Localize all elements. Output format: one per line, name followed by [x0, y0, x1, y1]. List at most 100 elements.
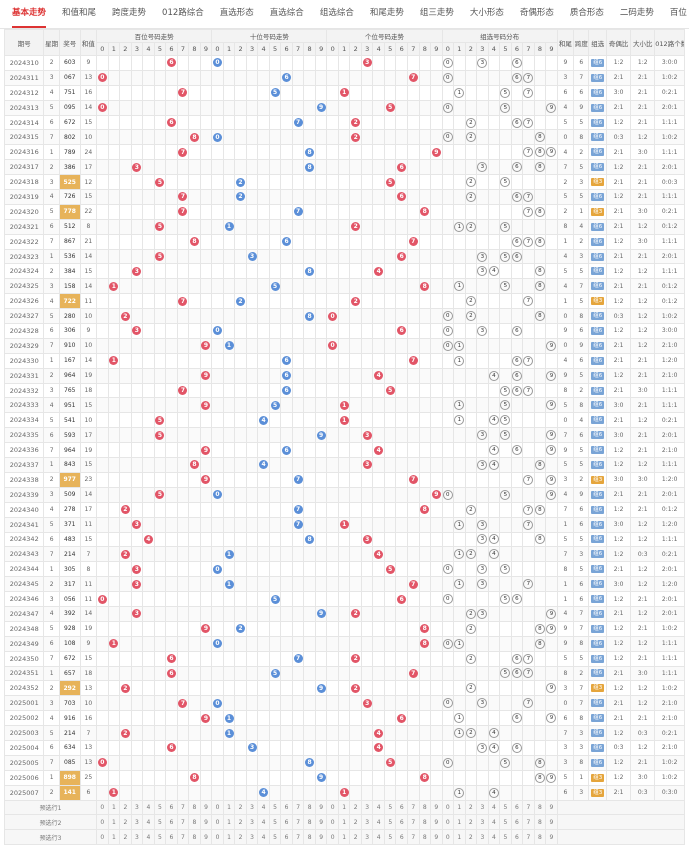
- preselect-digit[interactable]: 2: [349, 814, 362, 831]
- preselect-digit[interactable]: 2: [234, 829, 247, 845]
- preselect-digit[interactable]: 3: [360, 829, 374, 845]
- preselect-digit[interactable]: 0: [211, 799, 224, 816]
- preselect-digit[interactable]: 0: [211, 829, 224, 845]
- preselect-digit[interactable]: 1: [453, 814, 466, 831]
- preselect-digit[interactable]: 5: [268, 814, 282, 831]
- preselect-digit[interactable]: 8: [533, 814, 547, 831]
- preselect-digit[interactable]: 7: [407, 814, 420, 831]
- tab-1[interactable]: 和值和尾: [62, 8, 97, 18]
- preselect-digit[interactable]: 6: [510, 799, 524, 816]
- tab-2[interactable]: 跨度走势: [112, 8, 147, 18]
- preselect-digit[interactable]: 5: [153, 799, 167, 816]
- tab-4[interactable]: 直选形态: [219, 8, 254, 18]
- preselect-digit[interactable]: 3: [360, 799, 374, 816]
- preselect-digit[interactable]: 2: [119, 814, 132, 831]
- preselect-digit[interactable]: 7: [522, 814, 535, 831]
- preselect-digit[interactable]: 3: [245, 829, 259, 845]
- preselect-digit[interactable]: 6: [280, 799, 293, 816]
- preselect-digit[interactable]: 1: [453, 799, 466, 816]
- preselect-digit[interactable]: 9: [314, 814, 328, 831]
- preselect-digit[interactable]: 9: [545, 799, 558, 816]
- preselect-digit[interactable]: 7: [522, 829, 535, 845]
- preselect-digit[interactable]: 4: [257, 829, 270, 845]
- preselect-digit[interactable]: 0: [211, 814, 224, 831]
- preselect-digit[interactable]: 4: [257, 799, 270, 816]
- preselect-digit[interactable]: 7: [291, 814, 305, 831]
- preselect-digit[interactable]: 9: [199, 814, 213, 831]
- preselect-digit[interactable]: 1: [337, 829, 351, 845]
- preselect-digit[interactable]: 5: [268, 799, 282, 816]
- preselect-digit[interactable]: 8: [188, 829, 201, 845]
- preselect-digit[interactable]: 1: [107, 799, 121, 816]
- preselect-digit[interactable]: 5: [153, 814, 167, 831]
- preselect-digit[interactable]: 3: [476, 814, 489, 831]
- preselect-digit[interactable]: 2: [234, 799, 247, 816]
- tab-13[interactable]: 百位: [669, 8, 687, 18]
- preselect-digit[interactable]: 9: [199, 829, 213, 845]
- preselect-digit[interactable]: 6: [395, 799, 408, 816]
- preselect-digit[interactable]: 5: [268, 829, 282, 845]
- tab-12[interactable]: 二码走势: [619, 8, 654, 18]
- preselect-digit[interactable]: 1: [107, 829, 121, 845]
- preselect-digit[interactable]: 1: [222, 799, 236, 816]
- preselect-digit[interactable]: 7: [291, 799, 305, 816]
- preselect-digit[interactable]: 0: [441, 829, 455, 845]
- preselect-digit[interactable]: 4: [372, 829, 385, 845]
- preselect-digit[interactable]: 4: [487, 799, 501, 816]
- preselect-digit[interactable]: 9: [314, 799, 328, 816]
- preselect-digit[interactable]: 9: [430, 799, 443, 816]
- preselect-digit[interactable]: 1: [222, 814, 236, 831]
- tab-7[interactable]: 和尾走势: [369, 8, 404, 18]
- preselect-digit[interactable]: 2: [119, 799, 132, 816]
- preselect-digit[interactable]: 1: [107, 814, 121, 831]
- tab-6[interactable]: 组选综合: [319, 8, 354, 18]
- tab-10[interactable]: 奇偶形态: [519, 8, 554, 18]
- preselect-digit[interactable]: 8: [533, 799, 547, 816]
- preselect-digit[interactable]: 8: [418, 799, 432, 816]
- preselect-digit[interactable]: 3: [476, 829, 489, 845]
- preselect-digit[interactable]: 5: [383, 814, 397, 831]
- tab-9[interactable]: 大小形态: [469, 8, 504, 18]
- preselect-digit[interactable]: 0: [441, 799, 455, 816]
- preselect-digit[interactable]: 9: [430, 829, 443, 845]
- preselect-digit[interactable]: 0: [441, 814, 455, 831]
- preselect-digit[interactable]: 6: [280, 829, 293, 845]
- preselect-digit[interactable]: 9: [314, 829, 328, 845]
- preselect-digit[interactable]: 6: [510, 814, 524, 831]
- preselect-digit[interactable]: 8: [188, 814, 201, 831]
- preselect-digit[interactable]: 2: [464, 814, 478, 831]
- preselect-digit[interactable]: 5: [383, 799, 397, 816]
- tab-5[interactable]: 直选综合: [269, 8, 304, 18]
- preselect-digit[interactable]: 5: [499, 799, 512, 816]
- preselect-digit[interactable]: 5: [383, 829, 397, 845]
- preselect-digit[interactable]: 5: [499, 829, 512, 845]
- preselect-digit[interactable]: 3: [360, 814, 374, 831]
- tab-8[interactable]: 组三走势: [419, 8, 454, 18]
- preselect-digit[interactable]: 4: [142, 814, 155, 831]
- preselect-digit[interactable]: 3: [476, 799, 489, 816]
- preselect-digit[interactable]: 8: [533, 829, 547, 845]
- preselect-digit[interactable]: 8: [418, 814, 432, 831]
- preselect-digit[interactable]: 7: [407, 829, 420, 845]
- tab-3[interactable]: 012路综合: [162, 8, 204, 18]
- preselect-digit[interactable]: 8: [303, 829, 316, 845]
- preselect-digit[interactable]: 4: [372, 799, 385, 816]
- preselect-digit[interactable]: 6: [165, 814, 178, 831]
- preselect-digit[interactable]: 8: [188, 799, 201, 816]
- preselect-digit[interactable]: 8: [303, 814, 316, 831]
- preselect-digit[interactable]: 7: [522, 799, 535, 816]
- preselect-digit[interactable]: 2: [119, 829, 132, 845]
- preselect-digit[interactable]: 2: [464, 829, 478, 845]
- preselect-digit[interactable]: 4: [487, 829, 501, 845]
- preselect-digit[interactable]: 8: [418, 829, 432, 845]
- preselect-digit[interactable]: 3: [130, 814, 144, 831]
- preselect-digit[interactable]: 9: [199, 799, 213, 816]
- preselect-digit[interactable]: 6: [395, 829, 408, 845]
- preselect-digit[interactable]: 8: [303, 799, 316, 816]
- preselect-digit[interactable]: 6: [395, 814, 408, 831]
- preselect-digit[interactable]: 2: [349, 829, 362, 845]
- preselect-digit[interactable]: 0: [96, 814, 109, 831]
- preselect-digit[interactable]: 0: [96, 829, 109, 845]
- preselect-digit[interactable]: 6: [510, 829, 524, 845]
- preselect-digit[interactable]: 6: [280, 814, 293, 831]
